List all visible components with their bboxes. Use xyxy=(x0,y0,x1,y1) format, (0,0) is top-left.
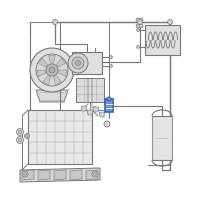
Circle shape xyxy=(94,172,96,176)
Circle shape xyxy=(22,171,28,177)
Bar xyxy=(152,116,172,160)
Bar xyxy=(28,110,92,164)
Polygon shape xyxy=(37,70,46,77)
Polygon shape xyxy=(43,76,50,85)
Polygon shape xyxy=(22,170,34,180)
Polygon shape xyxy=(56,58,65,67)
Circle shape xyxy=(52,20,58,24)
Circle shape xyxy=(104,121,110,127)
Circle shape xyxy=(136,46,140,48)
Polygon shape xyxy=(38,58,48,67)
Circle shape xyxy=(136,28,140,31)
Circle shape xyxy=(16,129,24,136)
Polygon shape xyxy=(87,110,93,115)
Circle shape xyxy=(16,136,24,144)
Circle shape xyxy=(110,64,112,68)
Circle shape xyxy=(36,54,68,86)
Circle shape xyxy=(24,172,26,176)
Circle shape xyxy=(49,67,55,73)
Polygon shape xyxy=(81,106,87,111)
Polygon shape xyxy=(54,170,66,180)
Circle shape xyxy=(136,24,140,28)
Circle shape xyxy=(168,20,172,24)
Circle shape xyxy=(24,134,30,138)
Bar xyxy=(145,25,180,55)
Circle shape xyxy=(18,138,22,142)
Polygon shape xyxy=(58,70,67,76)
Circle shape xyxy=(26,135,28,137)
Polygon shape xyxy=(93,107,99,112)
Circle shape xyxy=(139,18,143,22)
Polygon shape xyxy=(49,55,55,63)
Circle shape xyxy=(18,130,22,134)
Polygon shape xyxy=(36,90,68,102)
Polygon shape xyxy=(70,170,82,180)
Bar xyxy=(76,78,104,102)
Circle shape xyxy=(76,60,80,66)
Polygon shape xyxy=(99,112,105,117)
Polygon shape xyxy=(38,170,50,180)
Circle shape xyxy=(30,48,74,92)
Bar xyxy=(72,52,102,74)
Polygon shape xyxy=(54,75,61,85)
Bar xyxy=(105,99,113,112)
Circle shape xyxy=(72,57,84,69)
Circle shape xyxy=(138,20,142,24)
Circle shape xyxy=(92,171,98,177)
Polygon shape xyxy=(86,170,98,180)
Circle shape xyxy=(136,18,140,22)
Circle shape xyxy=(68,53,88,73)
Circle shape xyxy=(110,55,112,58)
Circle shape xyxy=(139,24,143,28)
Polygon shape xyxy=(20,168,100,182)
Circle shape xyxy=(46,64,58,76)
Circle shape xyxy=(107,97,111,101)
